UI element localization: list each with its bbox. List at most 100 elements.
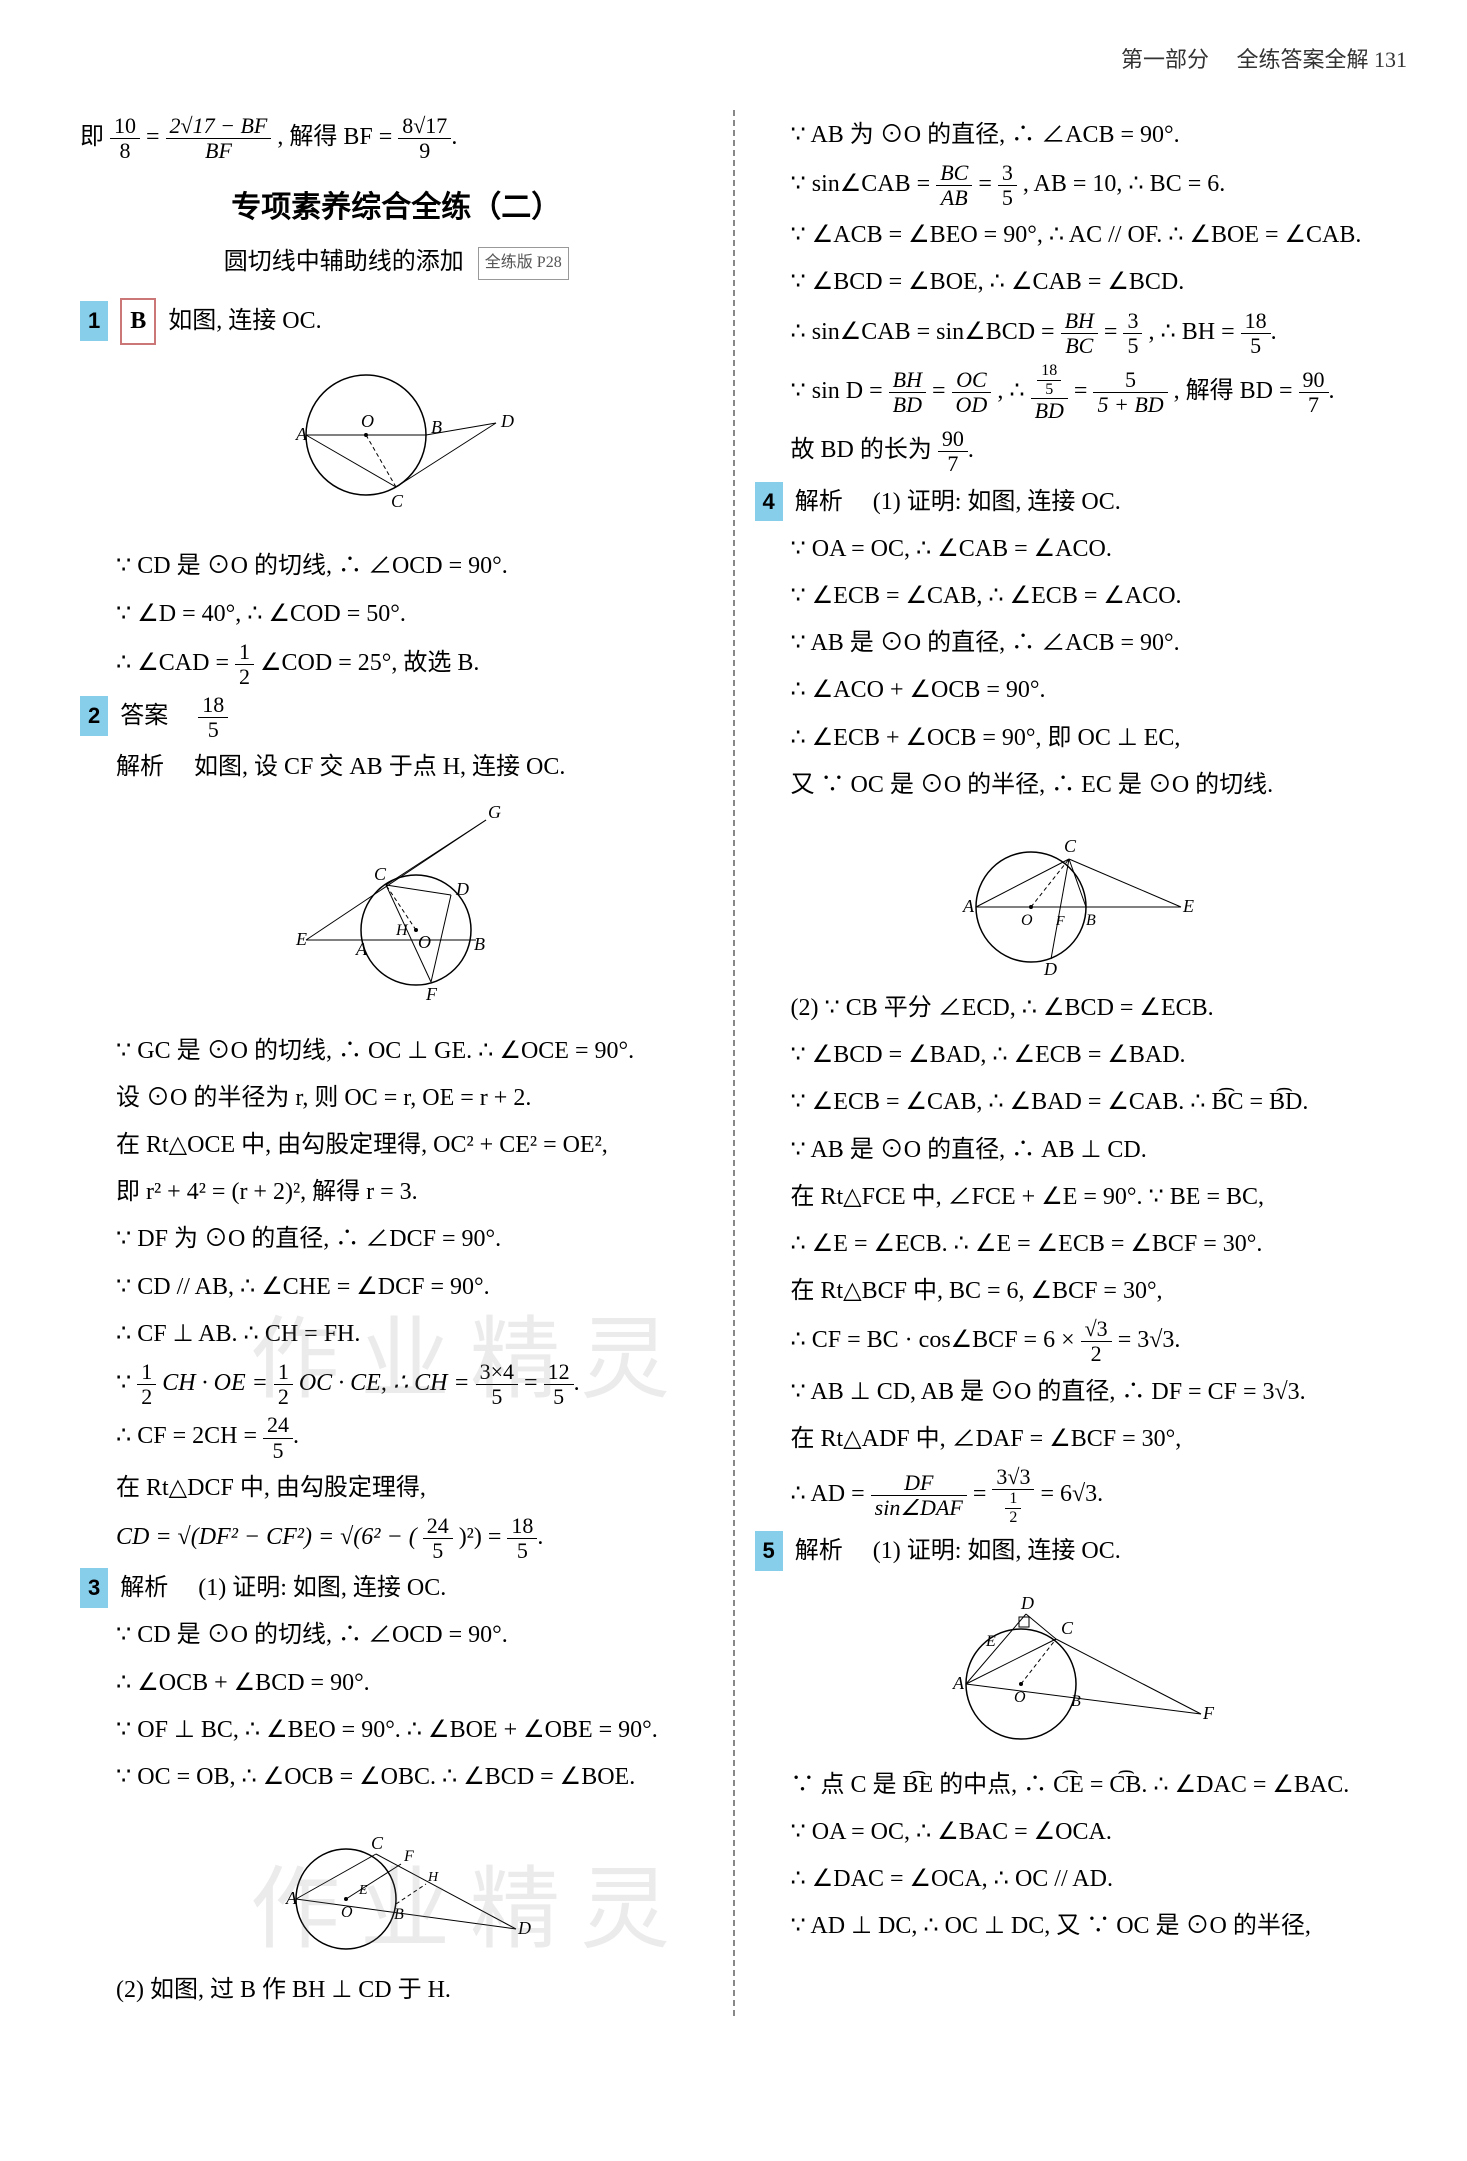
intro-equation: 即 108 = 2√17 − BFBF , 解得 BF = 8√179. [80,114,713,163]
q4-l9: ∵ ∠ECB = ∠CAB, ∴ ∠BAD = ∠CAB. ∴ B͡C = B͡… [755,1081,1388,1124]
svg-text:D: D [500,411,514,431]
q2-l11: CD = √(DF² − CF²) = √(6² − ( 245 )²) = 1… [80,1514,713,1563]
svg-text:E: E [358,1883,368,1898]
q1-header: 1 B 如图, 连接 OC. [80,298,713,345]
q3-l2: ∴ ∠OCB + ∠BCD = 90°. [80,1662,713,1705]
section-title: 专项素养综合全练（二） [80,181,713,235]
q4-l10: ∵ AB 是 ⊙O 的直径, ∴ AB ⊥ CD. [755,1129,1388,1172]
figure-1: A O B C D [80,355,713,535]
q1-number: 1 [80,301,108,341]
figure-4: A O F B C E D [755,817,1388,977]
svg-text:D: D [1043,959,1057,977]
q2-l9: ∴ CF = 2CH = 245. [80,1413,713,1462]
svg-text:B: B [394,1906,404,1923]
q4-l5: ∴ ∠ECB + ∠OCB = 90°, 即 OC ⊥ EC, [755,717,1388,760]
q5-l2: ∵ OA = OC, ∴ ∠BAC = ∠OCA. [755,1811,1388,1854]
q4-l16: 在 Rt△ADF 中, ∠DAF = ∠BCF = 30°, [755,1418,1388,1461]
svg-text:F: F [403,1848,414,1865]
svg-text:A: A [295,424,308,444]
q1-l2: ∵ ∠D = 40°, ∴ ∠COD = 50°. [80,593,713,636]
svg-text:B: B [431,417,442,437]
r-l1: ∵ AB 为 ⊙O 的直径, ∴ ∠ACB = 90°. [755,114,1388,157]
svg-text:E: E [295,929,307,949]
section-subtitle: 圆切线中辅助线的添加 全练版 P28 [80,241,713,284]
svg-text:O: O [1014,1689,1026,1706]
q2-number: 2 [80,696,108,736]
svg-text:O: O [361,411,374,431]
svg-text:H: H [395,922,409,939]
q4-header: 4 解析 (1) 证明: 如图, 连接 OC. [755,481,1388,524]
figure-5: D E C A O B F [755,1584,1388,1754]
svg-text:E: E [985,1633,996,1650]
q2-l8: ∵ 12 CH · OE = 12 OC · CE, ∴ CH = 3×45 =… [80,1360,713,1409]
q1-answer: B [120,298,156,345]
page-number: 131 [1374,47,1407,72]
svg-text:B: B [474,934,485,954]
q1-l1: ∵ CD 是 ⊙O 的切线, ∴ ∠OCD = 90°. [80,545,713,588]
q2-analysis: 解析 如图, 设 CF 交 AB 于点 H, 连接 OC. [80,746,713,789]
r-l3: ∵ ∠ACB = ∠BEO = 90°, ∴ AC // OF. ∴ ∠BOE … [755,214,1388,257]
figure-3: A O E B C F H D [80,1809,713,1959]
svg-text:A: A [355,939,368,959]
svg-text:C: C [371,1833,384,1853]
svg-text:A: A [952,1673,965,1693]
q5-l3: ∴ ∠DAC = ∠OCA, ∴ OC // AD. [755,1858,1388,1901]
svg-text:C: C [374,864,387,884]
q2-l3: 在 Rt△OCE 中, 由勾股定理得, OC² + CE² = OE², [80,1124,713,1167]
q2-l5: ∵ DF 为 ⊙O 的直径, ∴ ∠DCF = 90°. [80,1218,713,1261]
svg-text:F: F [425,984,438,1004]
q5-l4: ∵ AD ⊥ DC, ∴ OC ⊥ DC, 又 ∵ OC 是 ⊙O 的半径, [755,1905,1388,1948]
r-l5: ∴ sin∠CAB = sin∠BCD = BHBC = 35 , ∴ BH =… [755,309,1388,358]
page-header: 第一部分 全练答案全解 131 [60,40,1407,80]
q2-l4: 即 r² + 4² = (r + 2)², 解得 r = 3. [80,1171,713,1214]
svg-text:B: B [1071,1693,1081,1710]
svg-text:D: D [517,1918,531,1938]
q2-l6: ∵ CD // AB, ∴ ∠CHE = ∠DCF = 90°. [80,1266,713,1309]
svg-text:O: O [341,1904,353,1921]
r-l2: ∵ sin∠CAB = BCAB = 35 , AB = 10, ∴ BC = … [755,161,1388,210]
q4-l7: (2) ∵ CB 平分 ∠ECD, ∴ ∠BCD = ∠ECB. [755,987,1388,1030]
q2-l2: 设 ⊙O 的半径为 r, 则 OC = r, OE = r + 2. [80,1077,713,1120]
svg-text:B: B [1086,912,1096,929]
q4-l4: ∴ ∠ACO + ∠OCB = 90°. [755,669,1388,712]
svg-text:G: G [488,802,501,822]
right-column: ∵ AB 为 ⊙O 的直径, ∴ ∠ACB = 90°. ∵ sin∠CAB =… [735,110,1408,2017]
svg-text:C: C [1064,836,1077,856]
page-ref-tag: 全练版 P28 [478,247,569,280]
q3-l5: (2) 如图, 过 B 作 BH ⊥ CD 于 H. [80,1969,713,2012]
r-l6: ∵ sin D = BHBD = OCOD , ∴ 185BD = 55 + B… [755,362,1388,423]
q3-number: 3 [80,1568,108,1608]
svg-text:D: D [1020,1593,1034,1613]
q5-l1: ∵ 点 C 是 B͡E 的中点, ∴ C͡E = C͡B. ∴ ∠DAC = ∠… [755,1764,1388,1807]
svg-text:C: C [391,491,404,511]
q3-l4: ∵ OC = OB, ∴ ∠OCB = ∠OBC. ∴ ∠BCD = ∠BOE. [80,1756,713,1799]
header-part: 第一部分 [1121,47,1209,72]
figure-2: G C D E A H O B F [80,800,713,1020]
q2-l1: ∵ GC 是 ⊙O 的切线, ∴ OC ⊥ GE. ∴ ∠OCE = 90°. [80,1030,713,1073]
q4-l14: ∴ CF = BC · cos∠BCF = 6 × √32 = 3√3. [755,1317,1388,1366]
svg-text:E: E [1182,896,1194,916]
q4-l3: ∵ AB 是 ⊙O 的直径, ∴ ∠ACB = 90°. [755,622,1388,665]
q4-l1: ∵ OA = OC, ∴ ∠CAB = ∠ACO. [755,528,1388,571]
content-columns: 即 108 = 2√17 − BFBF , 解得 BF = 8√179. 专项素… [60,110,1407,2017]
q2-header: 2 答案 185 [80,693,713,742]
q4-l6: 又 ∵ OC 是 ⊙O 的半径, ∴ EC 是 ⊙O 的切线. [755,764,1388,807]
svg-text:A: A [285,1888,298,1908]
q3-header: 3 解析 (1) 证明: 如图, 连接 OC. [80,1567,713,1610]
svg-text:A: A [962,896,975,916]
q1-l3: ∴ ∠CAD = 12 ∠COD = 25°, 故选 B. [80,640,713,689]
svg-text:F: F [1055,914,1065,929]
q2-l10: 在 Rt△DCF 中, 由勾股定理得, [80,1467,713,1510]
q4-l17: ∴ AD = DFsin∠DAF = 3√312 = 6√3. [755,1465,1388,1526]
svg-text:O: O [418,932,431,952]
q4-l2: ∵ ∠ECB = ∠CAB, ∴ ∠ECB = ∠ACO. [755,575,1388,618]
header-title: 全练答案全解 [1236,47,1368,72]
q5-number: 5 [755,1531,783,1571]
q4-l11: 在 Rt△FCE 中, ∠FCE + ∠E = 90°. ∵ BE = BC, [755,1176,1388,1219]
svg-text:O: O [1021,912,1033,929]
svg-text:D: D [455,879,469,899]
q2-l7: ∴ CF ⊥ AB. ∴ CH = FH. [80,1313,713,1356]
q3-l3: ∵ OF ⊥ BC, ∴ ∠BEO = 90°. ∴ ∠BOE + ∠OBE =… [80,1709,713,1752]
svg-text:C: C [1061,1618,1074,1638]
q3-l1: ∵ CD 是 ⊙O 的切线, ∴ ∠OCD = 90°. [80,1614,713,1657]
